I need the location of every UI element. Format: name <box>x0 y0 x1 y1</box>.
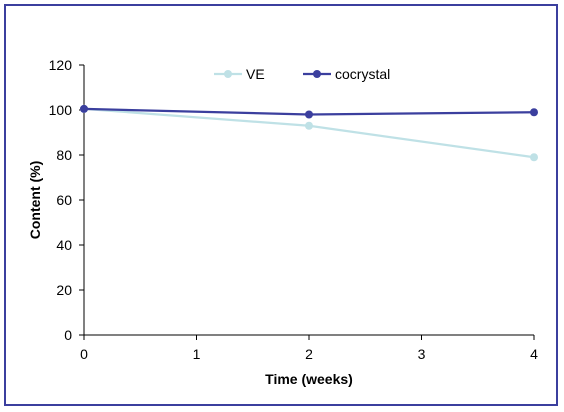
data-point-cocrystal <box>80 104 88 113</box>
y-tick-label: 60 <box>56 192 72 208</box>
legend-swatch-marker <box>224 70 232 78</box>
chart-frame <box>4 4 558 406</box>
legend-label: VE <box>246 66 265 82</box>
x-axis-ticks: 0 1 2 3 4 <box>80 335 538 362</box>
legend-label: cocrystal <box>335 66 390 82</box>
y-axis-ticks: 0 20 40 60 80 100 120 <box>49 57 84 343</box>
data-point-cocrystal <box>530 108 538 117</box>
legend: VE cocrystal <box>214 66 390 82</box>
y-axis-title: Content (%) <box>27 161 43 240</box>
y-tick-label: 20 <box>56 282 72 298</box>
y-tick-label: 40 <box>56 237 72 253</box>
y-tick-label: 100 <box>49 102 73 118</box>
legend-item-ve: VE <box>214 66 265 82</box>
y-tick-label: 0 <box>64 327 72 343</box>
series-cocrystal <box>80 104 538 119</box>
x-tick-label: 0 <box>80 346 88 362</box>
y-tick-label: 120 <box>49 57 73 73</box>
series-layer <box>80 104 538 162</box>
x-tick-label: 3 <box>418 346 426 362</box>
legend-swatch-marker <box>313 70 321 78</box>
x-tick-label: 1 <box>193 346 201 362</box>
x-tick-label: 4 <box>530 346 538 362</box>
data-point-ve <box>530 153 538 162</box>
data-point-cocrystal <box>305 110 313 119</box>
x-axis-title: Time (weeks) <box>265 371 353 387</box>
x-tick-label: 2 <box>305 346 313 362</box>
y-tick-label: 80 <box>56 147 72 163</box>
legend-item-cocrystal: cocrystal <box>303 66 390 82</box>
data-point-ve <box>305 121 313 130</box>
